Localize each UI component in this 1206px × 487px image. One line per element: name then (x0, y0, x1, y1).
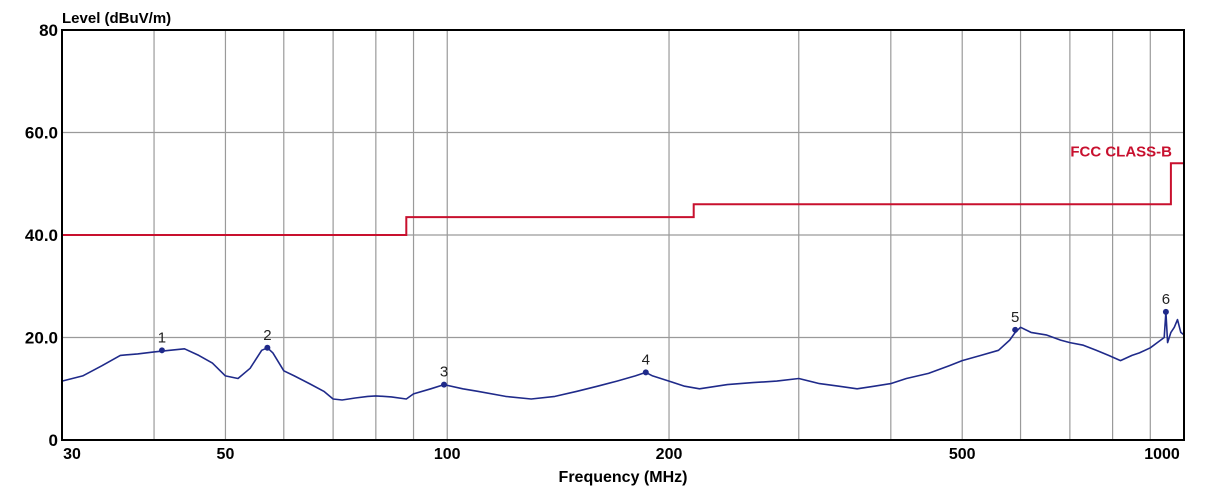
x-tick-label: 500 (949, 446, 976, 463)
y-tick-label: 0 (49, 431, 58, 450)
peak-label-5: 5 (1011, 309, 1019, 326)
peak-marker-4 (642, 369, 649, 376)
peak-marker-3 (441, 381, 448, 388)
peak-marker-5 (1012, 326, 1019, 333)
series-group (61, 311, 1185, 401)
x-tick-labels: 30 50 100 200 500 1000 (63, 446, 1180, 463)
peak-markers: 1 2 3 4 5 6 (158, 291, 1170, 388)
y-tick-label: 60.0 (25, 124, 58, 143)
measurement-trace (61, 311, 1185, 401)
peak-marker-1 (158, 347, 165, 354)
x-tick-label: 50 (217, 446, 235, 463)
y-tick-label: 20.0 (25, 329, 58, 348)
peak-label-4: 4 (642, 351, 650, 368)
x-tick-label: 200 (656, 446, 683, 463)
y-tick-label: 80 (39, 21, 58, 40)
peak-label-1: 1 (158, 329, 166, 346)
x-tick-label: 1000 (1144, 446, 1180, 463)
limit-line-label: FCC CLASS-B (1070, 143, 1172, 160)
peak-marker-2 (264, 344, 271, 351)
x-tick-label: 30 (63, 446, 81, 463)
peak-label-2: 2 (263, 327, 271, 344)
x-axis-label: Frequency (MHz) (559, 469, 688, 486)
limit-line-group (62, 162, 1184, 236)
limit-line (62, 162, 1184, 236)
peak-label-3: 3 (440, 364, 448, 381)
peak-marker-6 (1162, 308, 1169, 315)
x-tick-label: 100 (434, 446, 461, 463)
peak-label-6: 6 (1162, 291, 1170, 308)
plot-frame (61, 29, 1185, 441)
y-axis-title: Level (dBuV/m) (62, 10, 171, 27)
y-tick-label: 40.0 (25, 226, 58, 245)
y-tick-labels: 0 20.0 40.0 60.0 80 (25, 21, 58, 450)
